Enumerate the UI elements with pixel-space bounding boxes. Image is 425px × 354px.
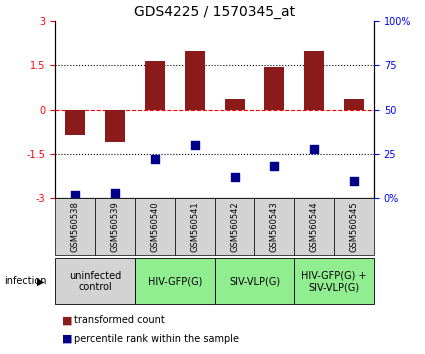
Bar <box>95 198 135 255</box>
Text: infection: infection <box>4 276 47 286</box>
Text: GSM560543: GSM560543 <box>270 201 279 252</box>
Bar <box>224 99 244 110</box>
Text: percentile rank within the sample: percentile rank within the sample <box>74 334 239 344</box>
Text: GSM560544: GSM560544 <box>310 201 319 252</box>
Point <box>191 142 198 148</box>
Text: GSM560541: GSM560541 <box>190 201 199 252</box>
Text: GSM560542: GSM560542 <box>230 201 239 252</box>
Bar <box>145 61 165 110</box>
Bar <box>55 258 135 304</box>
Text: ■: ■ <box>62 334 72 344</box>
Text: GSM560545: GSM560545 <box>350 201 359 252</box>
Bar <box>135 258 215 304</box>
Text: HIV-GFP(G): HIV-GFP(G) <box>147 276 202 286</box>
Bar <box>135 198 175 255</box>
Text: uninfected
control: uninfected control <box>69 270 121 292</box>
Bar <box>344 99 364 110</box>
Bar <box>215 198 255 255</box>
Bar <box>304 51 324 110</box>
Text: GSM560538: GSM560538 <box>71 201 79 252</box>
Text: HIV-GFP(G) +
SIV-VLP(G): HIV-GFP(G) + SIV-VLP(G) <box>301 270 367 292</box>
Bar <box>185 51 205 110</box>
Text: GSM560539: GSM560539 <box>110 201 119 252</box>
Point <box>231 174 238 180</box>
Bar <box>334 198 374 255</box>
Point <box>112 190 119 196</box>
Point <box>311 146 317 152</box>
Title: GDS4225 / 1570345_at: GDS4225 / 1570345_at <box>134 5 295 19</box>
Bar <box>255 198 294 255</box>
Bar <box>105 110 125 142</box>
Point <box>271 164 278 169</box>
Text: ▶: ▶ <box>37 276 44 286</box>
Point <box>151 156 158 162</box>
Bar <box>294 258 374 304</box>
Bar <box>294 198 334 255</box>
Bar <box>175 198 215 255</box>
Bar <box>65 110 85 135</box>
Point <box>72 192 79 198</box>
Point <box>351 178 357 183</box>
Text: SIV-VLP(G): SIV-VLP(G) <box>229 276 280 286</box>
Bar <box>264 67 284 110</box>
Text: transformed count: transformed count <box>74 315 165 325</box>
Text: ■: ■ <box>62 315 72 325</box>
Text: GSM560540: GSM560540 <box>150 201 159 252</box>
Bar <box>55 198 95 255</box>
Bar <box>215 258 294 304</box>
